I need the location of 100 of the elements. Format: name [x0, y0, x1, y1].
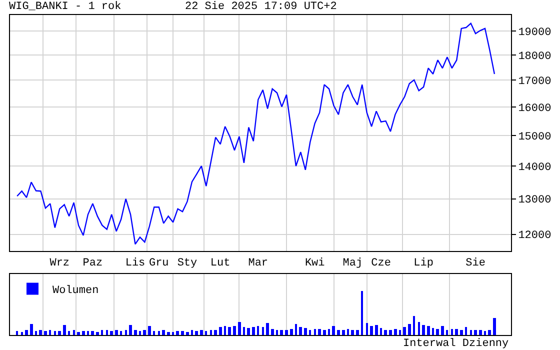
- bar: [205, 331, 207, 335]
- bar: [101, 330, 103, 335]
- y-tick-label: 12000: [518, 230, 552, 242]
- bar: [110, 331, 113, 335]
- bar: [210, 330, 212, 335]
- y-tick-label: 14000: [518, 162, 552, 174]
- bar: [238, 322, 241, 335]
- y-tick-label: 15000: [518, 131, 552, 144]
- bar: [493, 318, 496, 335]
- bar: [436, 329, 439, 335]
- x-tick-label: Wrz: [50, 257, 70, 270]
- bar: [465, 327, 467, 335]
- bar: [172, 332, 174, 335]
- y-tick-label: 17000: [518, 76, 552, 88]
- bar: [139, 331, 141, 335]
- bar: [384, 330, 387, 335]
- bar: [125, 330, 127, 335]
- bar: [214, 330, 217, 335]
- chart-subtitle: 22 Sie 2025 17:09 UTC+2: [185, 1, 337, 13]
- bar: [120, 331, 122, 335]
- bar: [158, 331, 160, 335]
- bar: [314, 329, 316, 335]
- bar: [318, 329, 321, 335]
- bar: [422, 325, 425, 335]
- x-tick-label: Paz: [82, 257, 103, 270]
- bar: [408, 324, 411, 335]
- bar: [356, 330, 359, 335]
- text: Interwal Dzienny: [403, 338, 510, 350]
- bar: [394, 329, 397, 335]
- bar: [115, 330, 118, 335]
- bar: [200, 330, 203, 335]
- x-tick-label: Gru: [148, 257, 169, 270]
- x-tick-label: Cze: [371, 257, 391, 270]
- bar: [181, 331, 184, 335]
- bar: [82, 331, 85, 335]
- bar: [186, 332, 189, 335]
- bar: [309, 330, 311, 335]
- bar: [35, 331, 37, 335]
- bar: [427, 326, 430, 335]
- bar: [328, 329, 330, 335]
- bar: [219, 327, 222, 335]
- bar: [153, 331, 155, 335]
- bar: [73, 330, 75, 335]
- bar: [167, 332, 170, 335]
- bar: [148, 326, 151, 335]
- bar: [87, 331, 89, 335]
- bar: [455, 329, 458, 335]
- bar: [77, 332, 80, 335]
- x-tick-label: Lip: [414, 257, 434, 270]
- bar: [484, 331, 486, 335]
- bar: [195, 331, 198, 335]
- bar: [224, 326, 226, 335]
- bar: [16, 331, 18, 335]
- bar: [399, 330, 401, 335]
- bar: [44, 331, 47, 335]
- bar: [63, 325, 66, 335]
- x-tick-label: Lis: [125, 257, 146, 270]
- bar: [30, 324, 33, 335]
- bar: [370, 326, 373, 335]
- bar: [432, 328, 434, 335]
- bar: [68, 331, 70, 335]
- x-tick-label: Maj: [342, 257, 363, 270]
- bar: [451, 329, 453, 335]
- bar: [351, 330, 354, 335]
- x-tick-label: Sie: [466, 257, 486, 270]
- bar: [247, 328, 250, 335]
- bar: [276, 330, 278, 335]
- bar: [323, 330, 326, 335]
- bar: [375, 325, 378, 335]
- bar: [366, 323, 368, 335]
- bar: [243, 327, 245, 335]
- bar: [54, 331, 56, 335]
- bar: [337, 330, 340, 335]
- bar: [470, 330, 472, 335]
- bar: [418, 322, 420, 335]
- x-tick-label: Kwi: [304, 257, 326, 270]
- bar: [441, 326, 444, 335]
- bar: [176, 331, 179, 335]
- bar: [403, 327, 406, 335]
- bar: [380, 328, 382, 335]
- x-tick-label: Mar: [248, 257, 268, 270]
- bar: [280, 330, 283, 335]
- bar: [233, 326, 236, 335]
- bar: [413, 316, 415, 335]
- bar: [129, 325, 132, 335]
- bar: [271, 329, 274, 335]
- bar: [134, 330, 137, 335]
- bar: [304, 328, 307, 335]
- bar: [389, 330, 392, 335]
- bar: [106, 330, 108, 335]
- x-tick-label: Sty: [177, 257, 198, 270]
- bar: [361, 291, 363, 335]
- y-tick-label: 19000: [518, 26, 552, 39]
- y-tick-label: 13000: [518, 194, 552, 207]
- bar: [285, 330, 288, 335]
- bar: [479, 330, 482, 335]
- bar: [474, 330, 477, 335]
- bar: [96, 332, 99, 335]
- x-tick-label: Lut: [210, 257, 230, 270]
- bar: [143, 330, 146, 335]
